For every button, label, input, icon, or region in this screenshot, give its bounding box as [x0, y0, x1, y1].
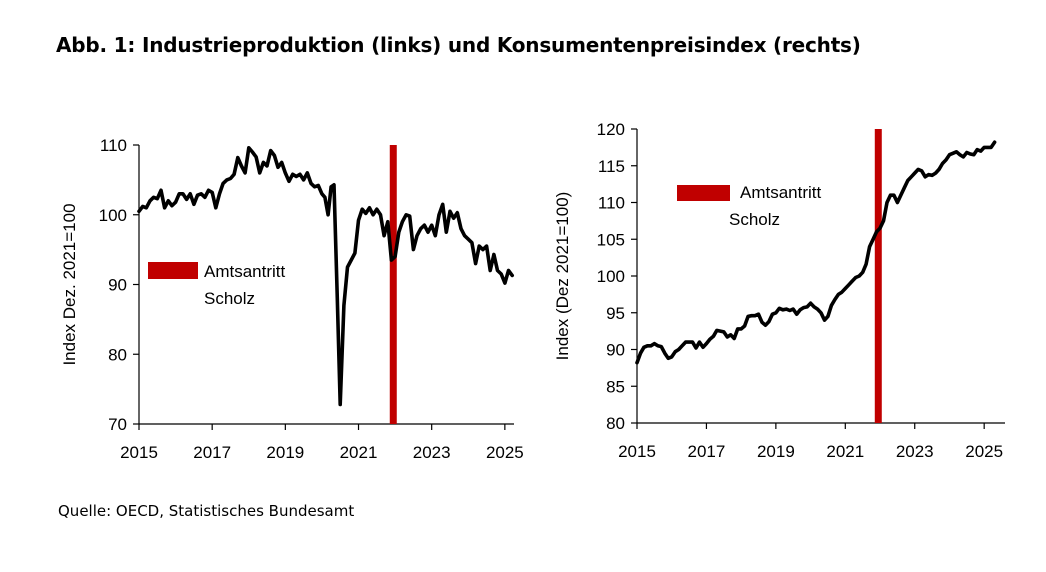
x-tick-label: 2019 [757, 442, 795, 461]
legend-swatch [677, 185, 730, 201]
legend-label-line1: Amtsantritt [204, 262, 286, 281]
x-tick-label: 2019 [266, 443, 304, 462]
x-tick-label: 2021 [826, 442, 864, 461]
y-tick-label: 80 [108, 345, 127, 364]
y-tick-label: 80 [606, 414, 625, 433]
x-tick-label: 2015 [618, 442, 656, 461]
legend-swatch [148, 262, 198, 279]
y-tick-label: 95 [606, 304, 625, 323]
amtsantritt-marker-bar [874, 129, 882, 423]
y-tick-label: 90 [108, 276, 127, 295]
x-tick-label: 2025 [486, 443, 524, 462]
x-tick-label: 2023 [413, 443, 451, 462]
y-tick-label: 70 [108, 415, 127, 434]
y-tick-label: 100 [597, 267, 625, 286]
x-tick-label: 2023 [896, 442, 934, 461]
x-tick-label: 2021 [340, 443, 378, 462]
y-tick-label: 105 [597, 230, 625, 249]
x-tick-label: 2015 [120, 443, 158, 462]
x-tick-label: 2017 [688, 442, 726, 461]
legend-label-line2: Scholz [729, 210, 780, 229]
legend-label-line1: Amtsantritt [740, 183, 822, 202]
figure-title: Abb. 1: Industrieproduktion (links) und … [56, 33, 861, 57]
x-tick-label: 2025 [965, 442, 1003, 461]
series-line [137, 146, 515, 407]
series-line [635, 140, 997, 365]
legend-label-line2: Scholz [204, 289, 255, 308]
y-tick-label: 90 [606, 341, 625, 360]
y-tick-label: 100 [99, 206, 127, 225]
source-note: Quelle: OECD, Statistisches Bundesamt [58, 502, 355, 520]
y-axis-label: Index Dez. 2021=100 [60, 203, 79, 365]
y-tick-label: 85 [606, 377, 625, 396]
y-tick-label: 110 [100, 136, 127, 155]
y-tick-label: 115 [598, 157, 625, 176]
x-tick-label: 2017 [193, 443, 231, 462]
y-axis-label: Index (Dez 2021=100) [553, 192, 572, 361]
amtsantritt-marker-bar [389, 145, 397, 424]
y-tick-label: 120 [597, 120, 625, 139]
y-tick-label: 110 [598, 194, 625, 213]
